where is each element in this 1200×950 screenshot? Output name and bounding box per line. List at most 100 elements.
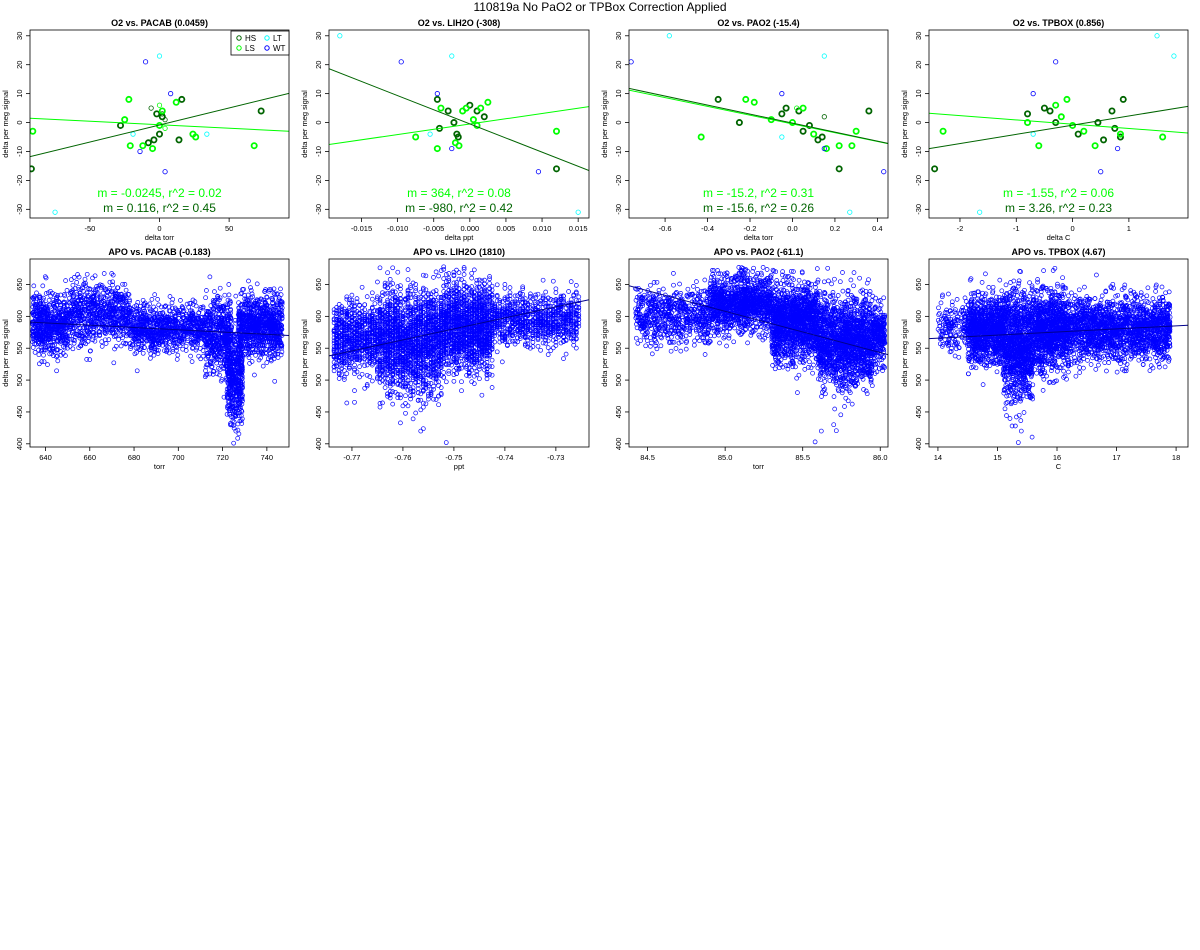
scatter-point (156, 102, 163, 108)
scatter-point (246, 355, 252, 360)
scatter-point (150, 309, 156, 315)
scatter-point (125, 95, 133, 103)
scatter-point (134, 336, 139, 342)
scatter-point (120, 316, 126, 321)
scatter-point (277, 337, 282, 343)
scatter-point (369, 306, 375, 311)
scatter-point (246, 350, 252, 356)
scatter-point (209, 364, 214, 370)
scatter-point (52, 315, 58, 320)
x-tick-label: 660 (84, 453, 97, 462)
scatter-point (249, 359, 255, 364)
scatter-point (265, 313, 271, 318)
scatter-point (205, 351, 210, 357)
scatter-point (225, 297, 231, 303)
x-axis-label: delta ppt (445, 233, 475, 242)
scatter-point (71, 340, 77, 346)
scatter-point (170, 296, 176, 302)
scatter-point (347, 365, 352, 371)
scatter-point (794, 105, 800, 111)
scatter-point (163, 340, 169, 346)
scatter-point (95, 304, 100, 310)
scatter-point (352, 304, 357, 309)
scatter-point (433, 95, 441, 103)
scatter-point (779, 91, 785, 97)
scatter-point (80, 333, 86, 339)
scatter-point (1111, 124, 1119, 132)
scatter-point (252, 372, 257, 378)
scatter-point (810, 130, 818, 138)
scatter-point (357, 357, 362, 363)
scatter-point (203, 321, 209, 327)
scatter-point (196, 332, 201, 338)
scatter-point (123, 308, 128, 314)
plot-area (30, 271, 289, 446)
scatter-point (55, 358, 61, 364)
scatter-point (50, 297, 56, 303)
scatter-point (742, 95, 750, 103)
scatter-point (246, 334, 252, 340)
scatter-point (354, 326, 360, 331)
scatter-point (1024, 110, 1032, 118)
scatter-point (144, 331, 150, 336)
scatter-point (141, 340, 147, 346)
scatter-point (36, 323, 42, 329)
scatter-point (155, 316, 161, 322)
scatter-point (38, 313, 43, 319)
scatter-point (193, 333, 199, 339)
scatter-point (97, 307, 103, 313)
panel-frame (29, 258, 290, 448)
scatter-point (1046, 107, 1054, 115)
x-tick-label: -0.4 (701, 224, 714, 233)
scatter-point (412, 133, 420, 141)
scatter-point (186, 315, 191, 321)
scatter-point (250, 339, 256, 345)
scatter-point (135, 300, 141, 305)
scatter-point (90, 275, 95, 281)
scatter-point (243, 306, 249, 311)
scatter-point (120, 335, 125, 341)
scatter-point (253, 332, 259, 337)
scatter-point (127, 332, 133, 338)
scatter-point (148, 308, 153, 314)
scatter-point (251, 336, 257, 342)
scatter-point (339, 310, 345, 315)
scatter-point (218, 354, 223, 360)
scatter-point (339, 321, 345, 327)
scatter-point (43, 307, 49, 313)
scatter-point (44, 324, 50, 330)
scatter-point (234, 388, 239, 393)
scatter-point (805, 121, 813, 129)
scatter-point (74, 280, 80, 285)
scatter-point (177, 308, 182, 313)
y-tick-label: -30 (614, 204, 623, 215)
scatter-point (33, 301, 38, 307)
scatter-point (93, 310, 98, 316)
scatter-point (339, 332, 345, 338)
scatter-point (108, 310, 114, 316)
y-tick-label: 10 (914, 89, 923, 97)
scatter-point (158, 304, 164, 310)
scatter-point (208, 315, 213, 321)
scatter-point (148, 105, 154, 111)
scatter-point (278, 352, 284, 358)
scatter-point (56, 309, 62, 315)
scatter-point (46, 297, 52, 303)
fit-annotation: m = -1.55, r^2 = 0.06 (1003, 186, 1114, 200)
scatter-point (575, 209, 581, 215)
scatter-point (54, 347, 60, 352)
scatter-point (239, 376, 245, 381)
y-tick-label: 10 (15, 89, 24, 97)
scatter-point (364, 382, 370, 387)
y-tick-label: -30 (914, 204, 923, 215)
scatter-point (220, 303, 226, 309)
scatter-point (107, 279, 113, 285)
scatter-point (1030, 91, 1036, 97)
scatter-point (261, 343, 267, 348)
scatter-point (165, 334, 170, 340)
scatter-point (80, 317, 85, 323)
scatter-point (477, 104, 485, 112)
scatter-point (231, 359, 237, 364)
scatter-point (185, 338, 191, 343)
scatter-point (60, 318, 66, 324)
